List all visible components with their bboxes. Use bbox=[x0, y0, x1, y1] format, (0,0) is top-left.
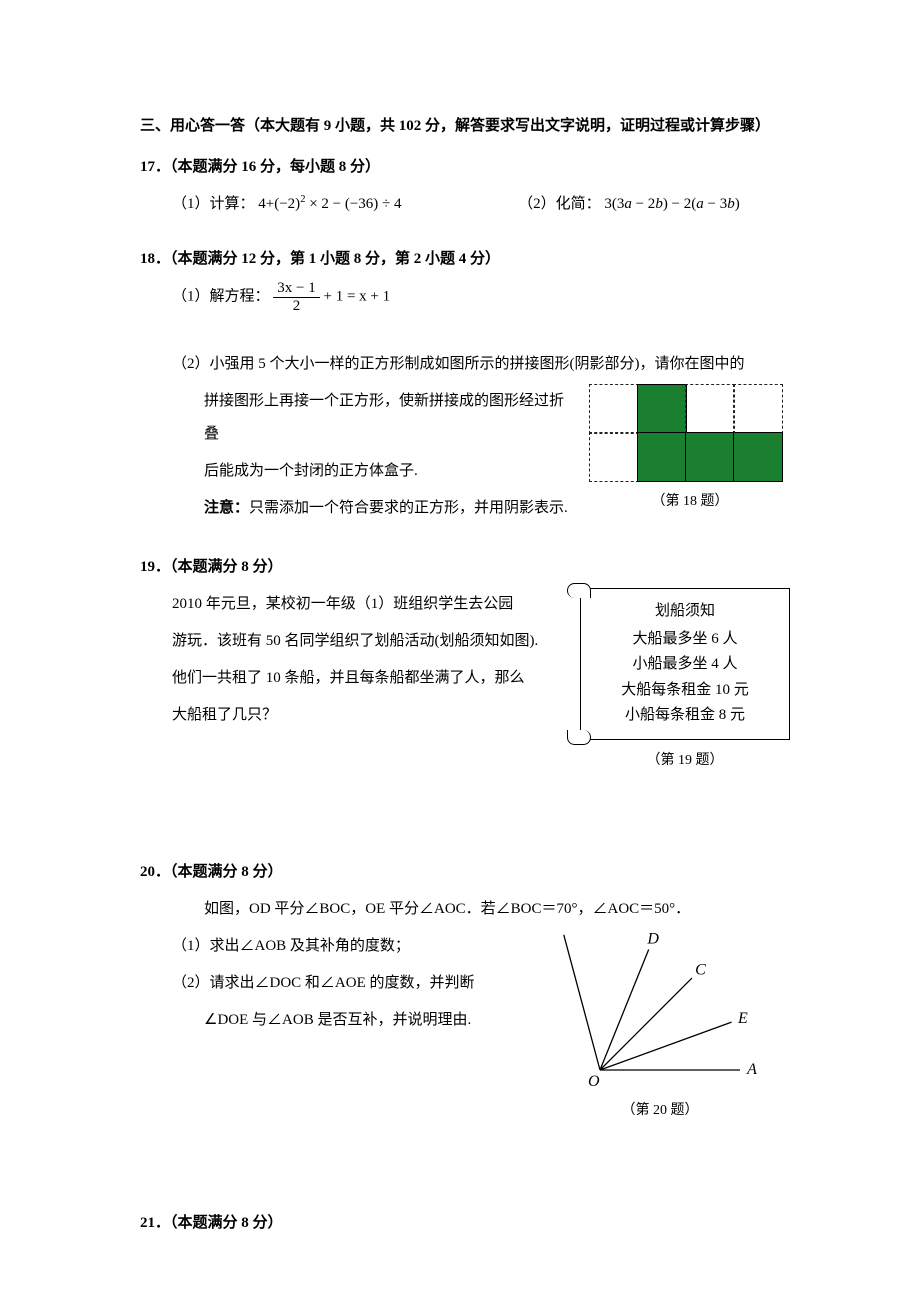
q18-frac-den: 2 bbox=[273, 298, 319, 315]
q18-part1-rest: + 1 = x + 1 bbox=[323, 288, 390, 304]
net-cell bbox=[733, 432, 783, 482]
q18-part2-line3: 后能成为一个封闭的正方体盒子. bbox=[172, 455, 570, 488]
net-cell bbox=[685, 432, 735, 482]
question-19: 19．（本题满分 8 分） 2010 年元旦，某校初一年级（1）班组织学生去公园… bbox=[140, 551, 790, 776]
scroll-line: 小船每条租金 8 元 bbox=[589, 703, 781, 729]
q20-part1: （1）求出∠AOB 及其补角的度数； bbox=[172, 930, 510, 963]
q17-part2-label: （2）化简： bbox=[518, 196, 601, 212]
net-cell bbox=[637, 384, 687, 434]
q18-net-grid bbox=[590, 385, 782, 481]
net-cell bbox=[685, 384, 735, 434]
q19-caption: （第 19 题） bbox=[580, 746, 790, 777]
q18-header: 18．（本题满分 12 分，第 1 小题 8 分，第 2 小题 4 分） bbox=[140, 243, 790, 276]
q18-notice-text: 只需添加一个符合要求的正方形，并用阴影表示. bbox=[249, 500, 568, 516]
q20-intro: 如图，OD 平分∠BOC，OE 平分∠AOC．若∠BOC＝70°，∠AOC＝50… bbox=[172, 893, 790, 926]
svg-text:D: D bbox=[646, 931, 659, 948]
svg-text:O: O bbox=[588, 1073, 600, 1090]
net-cell bbox=[589, 432, 639, 482]
q18-notice-label: 注意： bbox=[204, 500, 249, 516]
q19-line3: 他们一共租了 10 条船，并且每条船都坐满了人，那么 bbox=[172, 662, 560, 695]
q19-scroll-title: 划船须知 bbox=[589, 599, 781, 625]
q18-part2-line2: 拼接图形上再接一个正方形，使新拼接成的图形经过折叠 bbox=[172, 385, 570, 451]
q17-part1-expr: 4+(−2)2 × 2 − (−36) ÷ 4 bbox=[258, 196, 401, 212]
q19-scroll-box: 划船须知 大船最多坐 6 人小船最多坐 4 人大船每条租金 10 元小船每条租金… bbox=[580, 588, 790, 740]
q20-angle-diagram: A E C D B O bbox=[530, 930, 790, 1090]
q18-part2-notice: 注意：只需添加一个符合要求的正方形，并用阴影表示. bbox=[172, 492, 570, 525]
net-cell bbox=[733, 384, 783, 434]
q20-part2b: ∠DOE 与∠AOB 是否互补，并说明理由. bbox=[172, 1004, 510, 1037]
scroll-line: 大船每条租金 10 元 bbox=[589, 678, 781, 704]
q17-header: 17．（本题满分 16 分，每小题 8 分） bbox=[140, 151, 790, 184]
q21-header: 21．（本题满分 8 分） bbox=[140, 1207, 790, 1240]
q18-figure: （第 18 题） bbox=[590, 385, 790, 518]
question-18: 18．（本题满分 12 分，第 1 小题 8 分，第 2 小题 4 分） （1）… bbox=[140, 243, 790, 529]
q17-expressions: （1）计算： 4+(−2)2 × 2 − (−36) ÷ 4 （2）化简： 3(… bbox=[172, 188, 790, 221]
q18-fraction: 3x − 1 2 bbox=[273, 280, 319, 314]
svg-text:E: E bbox=[737, 1010, 748, 1027]
q20-part2a: （2）请求出∠DOC 和∠AOE 的度数，并判断 bbox=[172, 967, 510, 1000]
svg-text:C: C bbox=[695, 962, 706, 979]
q17-part1-label: （1）计算： bbox=[172, 196, 255, 212]
svg-text:A: A bbox=[746, 1061, 757, 1078]
q19-line2: 游玩．该班有 50 名同学组织了划船活动(划船须知如图). bbox=[172, 625, 560, 658]
q20-header: 20．（本题满分 8 分） bbox=[140, 856, 790, 889]
q18-caption: （第 18 题） bbox=[590, 487, 790, 518]
q18-part1-label: （1）解方程： bbox=[172, 288, 270, 304]
question-17: 17．（本题满分 16 分，每小题 8 分） （1）计算： 4+(−2)2 × … bbox=[140, 151, 790, 221]
q19-line1: 2010 年元旦，某校初一年级（1）班组织学生去公园 bbox=[172, 588, 560, 621]
q19-line4: 大船租了几只？ bbox=[172, 699, 560, 732]
question-20: 20．（本题满分 8 分） 如图，OD 平分∠BOC，OE 平分∠AOC．若∠B… bbox=[140, 856, 790, 1127]
q19-figure: 划船须知 大船最多坐 6 人小船最多坐 4 人大船每条租金 10 元小船每条租金… bbox=[580, 588, 790, 776]
svg-text:B: B bbox=[556, 930, 566, 932]
question-21: 21．（本题满分 8 分） bbox=[140, 1207, 790, 1240]
q18-part1: （1）解方程： 3x − 1 2 + 1 = x + 1 bbox=[172, 280, 790, 314]
q20-figure: A E C D B O （第 20 题） bbox=[530, 930, 790, 1127]
q19-header: 19．（本题满分 8 分） bbox=[140, 551, 790, 584]
scroll-line: 小船最多坐 4 人 bbox=[589, 652, 781, 678]
q18-frac-num: 3x − 1 bbox=[273, 280, 319, 298]
q20-caption: （第 20 题） bbox=[530, 1096, 790, 1127]
q17-part2-expr: 3(3a − 2b) − 2(a − 3b) bbox=[604, 196, 739, 212]
net-cell bbox=[637, 432, 687, 482]
net-cell bbox=[589, 384, 639, 434]
section-heading: 三、用心答一答（本大题有 9 小题，共 102 分，解答要求写出文字说明，证明过… bbox=[140, 110, 790, 143]
scroll-line: 大船最多坐 6 人 bbox=[589, 627, 781, 653]
q18-part2-line1: （2）小强用 5 个大小一样的正方形制成如图所示的拼接图形(阴影部分)，请你在图… bbox=[172, 348, 790, 381]
